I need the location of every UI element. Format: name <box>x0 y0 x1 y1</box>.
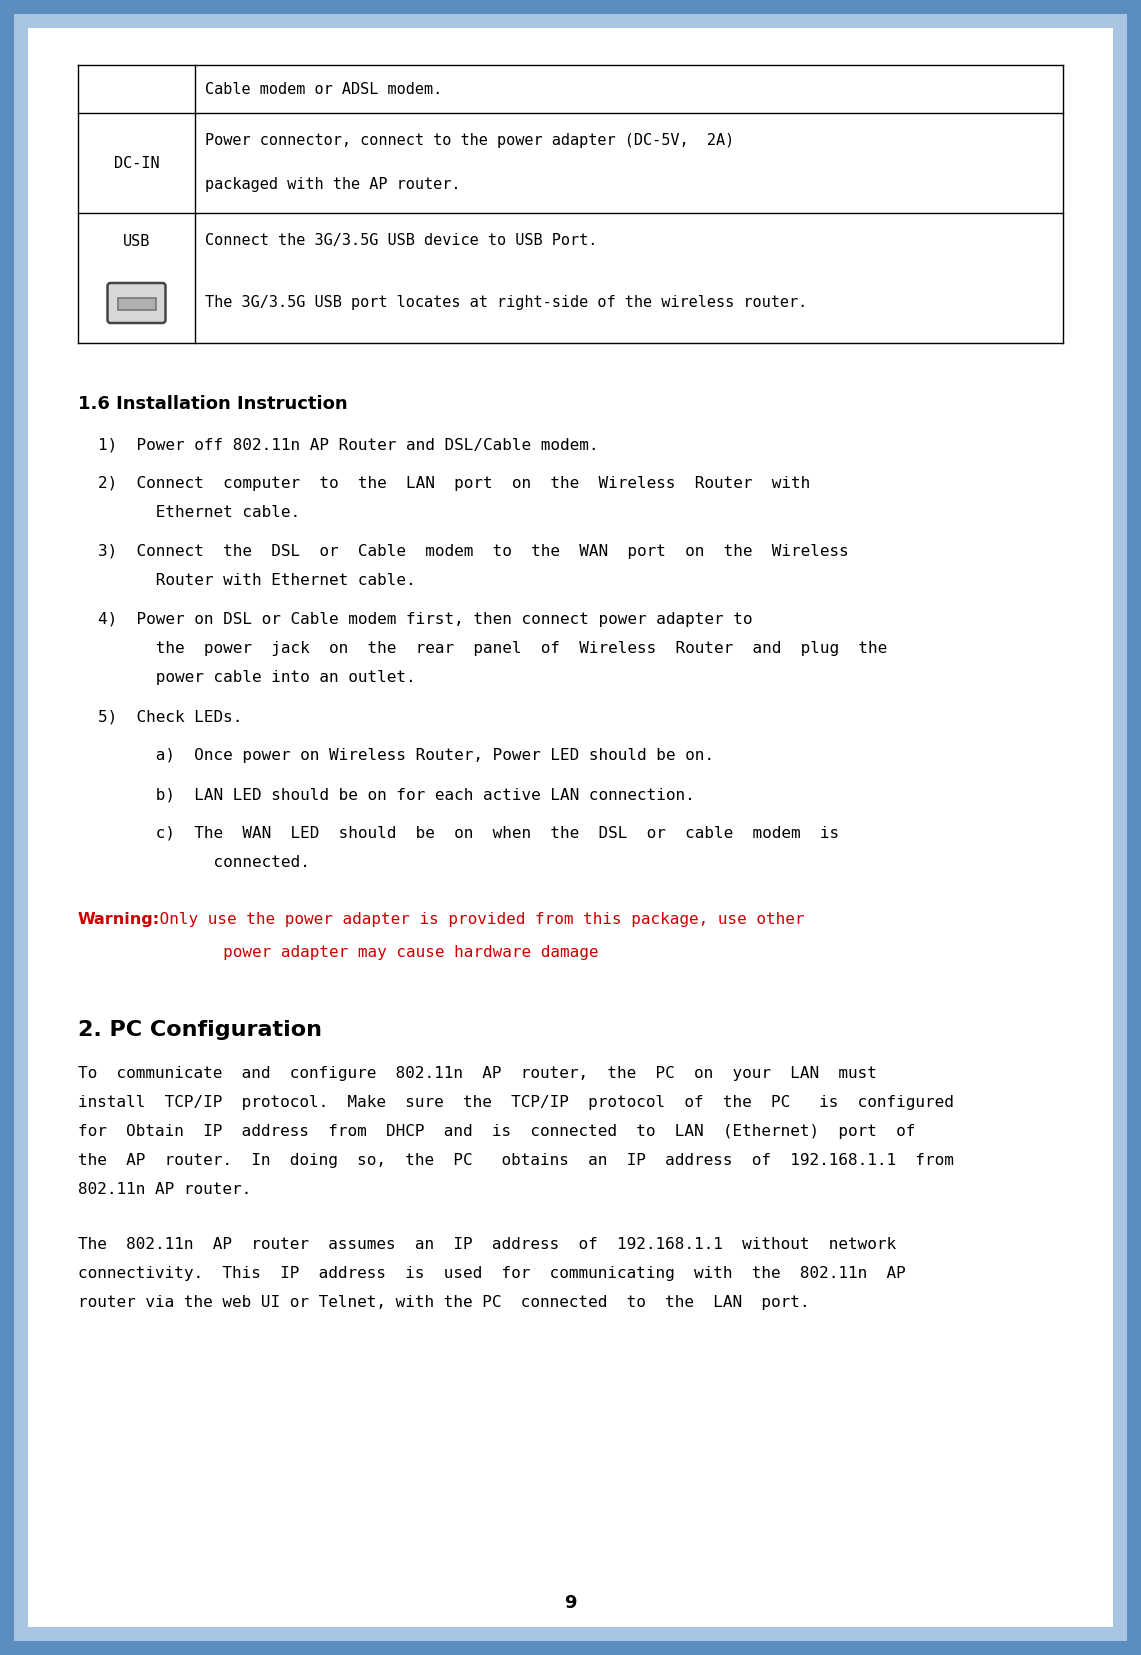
Text: the  AP  router.  In  doing  so,  the  PC   obtains  an  IP  address  of  192.16: the AP router. In doing so, the PC obtai… <box>78 1154 954 1168</box>
Text: router via the web UI or Telnet, with the PC  connected  to  the  LAN  port.: router via the web UI or Telnet, with th… <box>78 1294 809 1311</box>
Text: Connect the 3G/3.5G USB device to USB Port.: Connect the 3G/3.5G USB device to USB Po… <box>205 233 598 248</box>
Text: power adapter may cause hardware damage: power adapter may cause hardware damage <box>98 945 599 960</box>
Text: install  TCP/IP  protocol.  Make  sure  the  TCP/IP  protocol  of  the  PC   is : install TCP/IP protocol. Make sure the T… <box>78 1096 954 1111</box>
Text: USB: USB <box>123 233 151 248</box>
Text: Router with Ethernet cable.: Router with Ethernet cable. <box>98 573 415 588</box>
Text: 1)  Power off 802.11n AP Router and DSL/Cable modem.: 1) Power off 802.11n AP Router and DSL/C… <box>98 437 599 452</box>
Text: packaged with the AP router.: packaged with the AP router. <box>205 177 461 192</box>
Text: 5)  Check LEDs.: 5) Check LEDs. <box>98 708 242 723</box>
Text: connectivity.  This  IP  address  is  used  for  communicating  with  the  802.1: connectivity. This IP address is used fo… <box>78 1266 906 1281</box>
Text: the  power  jack  on  the  rear  panel  of  Wireless  Router  and  plug  the: the power jack on the rear panel of Wire… <box>98 640 888 655</box>
Text: DC-IN: DC-IN <box>114 156 160 170</box>
Text: a)  Once power on Wireless Router, Power LED should be on.: a) Once power on Wireless Router, Power … <box>98 748 714 763</box>
Text: The  802.11n  AP  router  assumes  an  IP  address  of  192.168.1.1  without  ne: The 802.11n AP router assumes an IP addr… <box>78 1236 896 1251</box>
Text: for  Obtain  IP  address  from  DHCP  and  is  connected  to  LAN  (Ethernet)  p: for Obtain IP address from DHCP and is c… <box>78 1124 915 1139</box>
Text: 3)  Connect  the  DSL  or  Cable  modem  to  the  WAN  port  on  the  Wireless: 3) Connect the DSL or Cable modem to the… <box>98 544 849 559</box>
Text: Cable modem or ADSL modem.: Cable modem or ADSL modem. <box>205 81 443 96</box>
Text: To  communicate  and  configure  802.11n  AP  router,  the  PC  on  your  LAN  m: To communicate and configure 802.11n AP … <box>78 1066 877 1081</box>
Text: 2. PC Configuration: 2. PC Configuration <box>78 1019 322 1039</box>
Text: 2)  Connect  computer  to  the  LAN  port  on  the  Wireless  Router  with: 2) Connect computer to the LAN port on t… <box>98 477 810 492</box>
Text: 1.6 Installation Instruction: 1.6 Installation Instruction <box>78 396 348 414</box>
Text: connected.: connected. <box>98 856 309 871</box>
Text: b)  LAN LED should be on for each active LAN connection.: b) LAN LED should be on for each active … <box>98 788 695 803</box>
Bar <box>118 298 155 309</box>
Text: 9: 9 <box>565 1594 576 1612</box>
Text: 802.11n AP router.: 802.11n AP router. <box>78 1182 251 1197</box>
Text: Ethernet cable.: Ethernet cable. <box>98 505 300 520</box>
Text: The 3G/3.5G USB port locates at right-side of the wireless router.: The 3G/3.5G USB port locates at right-si… <box>205 296 807 311</box>
FancyBboxPatch shape <box>107 283 165 323</box>
Text: power cable into an outlet.: power cable into an outlet. <box>98 670 415 685</box>
Text: Power connector, connect to the power adapter (DC-5V,  2A): Power connector, connect to the power ad… <box>205 134 735 149</box>
Text: Warning:: Warning: <box>78 912 160 927</box>
Text: Only use the power adapter is provided from this package, use other: Only use the power adapter is provided f… <box>149 912 804 927</box>
Text: 4)  Power on DSL or Cable modem first, then connect power adapter to: 4) Power on DSL or Cable modem first, th… <box>98 612 753 627</box>
Text: c)  The  WAN  LED  should  be  on  when  the  DSL  or  cable  modem  is: c) The WAN LED should be on when the DSL… <box>98 826 839 841</box>
